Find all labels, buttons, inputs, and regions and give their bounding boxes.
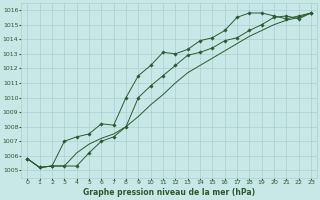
X-axis label: Graphe pression niveau de la mer (hPa): Graphe pression niveau de la mer (hPa)	[83, 188, 255, 197]
